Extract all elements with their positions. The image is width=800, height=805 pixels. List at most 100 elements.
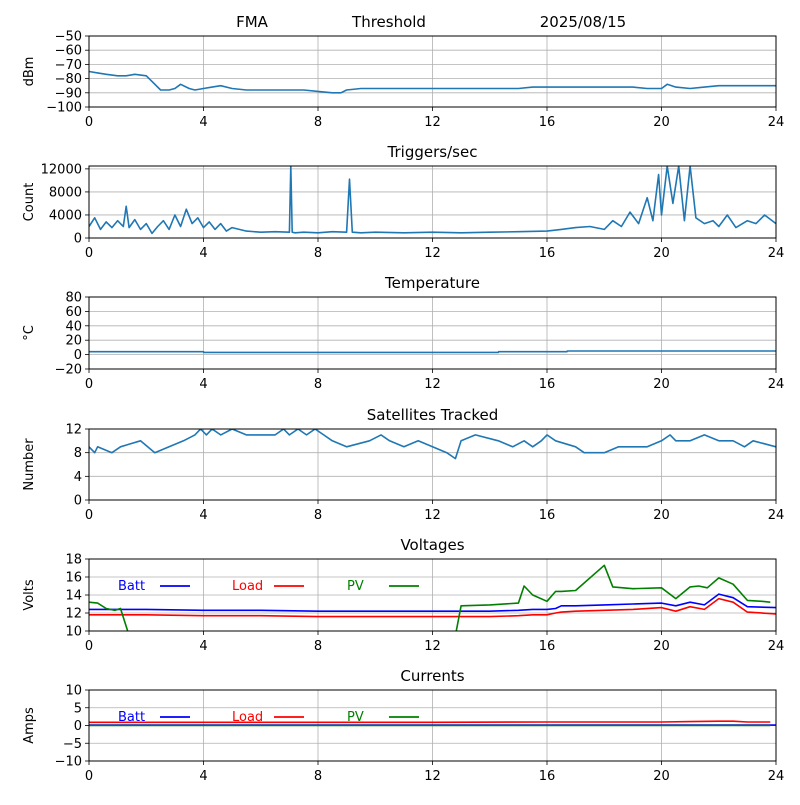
x-tick-label: 24	[768, 377, 785, 392]
y-tick-label: 10	[65, 625, 82, 640]
y-tick-label: 4	[74, 470, 82, 485]
legend-label-pv: PV	[347, 579, 364, 594]
x-tick-label: 16	[539, 639, 556, 654]
y-axis-label-currents: Amps	[22, 707, 37, 744]
chart-title-currents: Currents	[400, 667, 464, 685]
x-tick-label: 20	[653, 377, 670, 392]
y-tick-label: 60	[65, 305, 82, 320]
series-line-load	[89, 597, 776, 618]
y-tick-label: −100	[46, 101, 82, 116]
x-tick-label: 24	[768, 639, 785, 654]
y-tick-label: 0	[74, 232, 82, 247]
legend-label-load: Load	[232, 710, 263, 725]
x-tick-label: 4	[199, 246, 207, 261]
y-tick-label: 16	[65, 571, 82, 586]
y-tick-label: 12000	[41, 162, 82, 177]
x-tick-label: 8	[314, 377, 322, 392]
legend-label-batt: Batt	[118, 710, 145, 725]
series-line-threshold-0	[89, 70, 776, 94]
y-tick-label: −90	[55, 86, 82, 101]
panel-triggers: 0 4 8 12 16 20 24 0 4000 8000 12000 Triggers/sec Cou…	[22, 143, 784, 261]
y-tick-label: −10	[55, 755, 82, 770]
y-tick-label: 0	[74, 494, 82, 509]
header-site: FMA	[236, 13, 269, 31]
x-tick-label: 16	[539, 115, 556, 130]
x-tick-label: 24	[768, 769, 785, 784]
panel-threshold: 0 4 8 12 16 20 24 −100−90−80−70−60−50 dBm	[22, 30, 784, 131]
panel-voltages: 0 4 8 12 16 20 24 10 12 14 16 18 Voltages Volts Batt Lo…	[22, 536, 784, 654]
x-tick-label: 8	[314, 508, 322, 523]
x-tick-label: 0	[85, 769, 93, 784]
y-tick-label: −50	[55, 30, 82, 45]
x-tick-label: 4	[199, 508, 207, 523]
y-tick-label: −5	[63, 737, 82, 752]
y-tick-label: 0	[74, 348, 82, 363]
y-axis-label-voltages: Volts	[22, 579, 37, 611]
x-tick-label: 24	[768, 115, 785, 130]
chart-title-temperature: Temperature	[384, 274, 480, 292]
x-tick-label: 8	[314, 769, 322, 784]
x-tick-label: 20	[653, 115, 670, 130]
x-tick-label: 0	[85, 377, 93, 392]
x-tick-label: 0	[85, 508, 93, 523]
x-tick-label: 16	[539, 769, 556, 784]
y-tick-label: 5	[74, 701, 82, 716]
series-line-batt	[89, 593, 776, 613]
y-tick-label: 18	[65, 553, 82, 568]
header-date: 2025/08/15	[540, 13, 626, 31]
x-tick-label: 8	[314, 639, 322, 654]
x-tick-label: 16	[539, 377, 556, 392]
x-tick-label: 4	[199, 115, 207, 130]
x-tick-label: 20	[653, 508, 670, 523]
series-line-pv	[89, 564, 771, 631]
x-tick-label: 4	[199, 377, 207, 392]
header-plot-name: Threshold	[351, 13, 426, 31]
x-tick-label: 20	[653, 769, 670, 784]
y-tick-label: 8	[74, 446, 82, 461]
chart-title-triggers: Triggers/sec	[387, 143, 478, 161]
y-tick-label: −80	[55, 72, 82, 87]
y-tick-label: 4000	[49, 208, 82, 223]
y-tick-label: −60	[55, 44, 82, 59]
y-axis-label-satellites: Number	[22, 438, 37, 491]
series-line-triggers-0	[89, 166, 776, 235]
x-tick-label: 0	[85, 246, 93, 261]
x-tick-label: 0	[85, 639, 93, 654]
panel-satellites: 0 4 8 12 16 20 24 0 4 8 12 Satellites Tracked Number	[22, 406, 784, 523]
x-tick-label: 20	[653, 246, 670, 261]
y-axis-label-temperature: °C	[22, 325, 37, 341]
y-tick-label: 40	[65, 319, 82, 334]
x-tick-label: 4	[199, 769, 207, 784]
y-tick-label: 10	[65, 684, 82, 699]
y-tick-label: 12	[65, 607, 82, 622]
y-tick-label: 14	[65, 589, 82, 604]
x-tick-label: 12	[424, 377, 441, 392]
x-tick-label: 12	[424, 769, 441, 784]
x-tick-label: 24	[768, 508, 785, 523]
x-tick-label: 8	[314, 115, 322, 130]
x-tick-label: 8	[314, 246, 322, 261]
series-line-load	[89, 720, 771, 724]
x-tick-label: 20	[653, 639, 670, 654]
panel-currents: 0 4 8 12 16 20 24 −10 −5 0 5 10 Currents Amps Batt Load…	[22, 667, 784, 784]
x-tick-label: 12	[424, 115, 441, 130]
y-tick-label: 20	[65, 334, 82, 349]
series-line-temperature-0	[89, 350, 776, 354]
x-tick-label: 16	[539, 508, 556, 523]
legend-label-load: Load	[232, 579, 263, 594]
chart-title-satellites: Satellites Tracked	[367, 406, 498, 424]
y-tick-label: 80	[65, 291, 82, 306]
x-tick-label: 16	[539, 246, 556, 261]
chart-title-voltages: Voltages	[400, 536, 464, 554]
y-tick-label: −70	[55, 58, 82, 73]
legend-label-pv: PV	[347, 710, 364, 725]
x-tick-label: 12	[424, 639, 441, 654]
y-axis-label-triggers: Count	[22, 183, 37, 222]
x-tick-label: 12	[424, 246, 441, 261]
legend-label-batt: Batt	[118, 579, 145, 594]
y-axis-label-threshold: dBm	[22, 57, 37, 87]
